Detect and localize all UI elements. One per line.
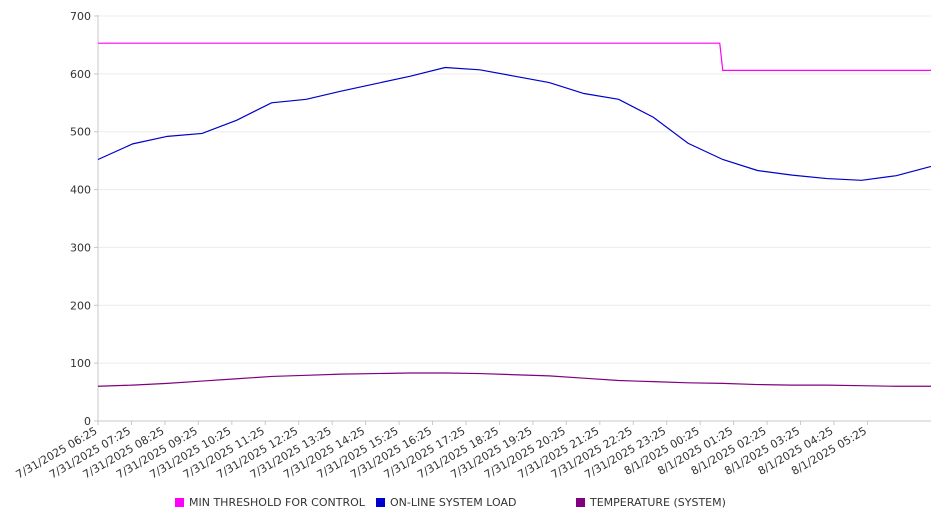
y-tick-label-2: 200 [70,299,91,312]
legend-label-temperature: TEMPERATURE (SYSTEM) [590,496,726,509]
x-axis-ticks: 7/31/2025 06:257/31/2025 07:257/31/2025 … [14,421,869,481]
legend-swatch-threshold [175,498,184,507]
y-tick-label-4: 400 [70,184,91,197]
axes [97,15,931,422]
legend-item-temperature[interactable]: TEMPERATURE (SYSTEM) [576,496,726,509]
legend-item-system-load[interactable]: ON-LINE SYSTEM LOAD [376,496,516,509]
legend-item-threshold[interactable]: MIN THRESHOLD FOR CONTROL [175,496,365,509]
y-tick-label-6: 600 [70,68,91,81]
legend: MIN THRESHOLD FOR CONTROL ON-LINE SYSTEM… [0,496,946,516]
legend-label-system-load: ON-LINE SYSTEM LOAD [390,496,517,509]
y-tick-label-3: 300 [70,241,91,254]
series-line-2 [97,372,931,387]
legend-swatch-temperature [576,498,585,507]
series-line-0 [98,42,931,71]
y-axis-ticks: 0 100 200 300 400 500 600 700 [70,10,98,428]
legend-label-threshold: MIN THRESHOLD FOR CONTROL [189,496,365,509]
y-tick-label-1: 100 [70,357,91,370]
series-line-1 [97,66,932,181]
y-tick-label-7: 700 [70,10,91,23]
y-tick-label-5: 500 [70,126,91,139]
series-lines [97,42,932,387]
legend-swatch-system-load [376,498,385,507]
y-tick-label-0: 0 [84,415,91,428]
grid-lines [98,15,931,364]
